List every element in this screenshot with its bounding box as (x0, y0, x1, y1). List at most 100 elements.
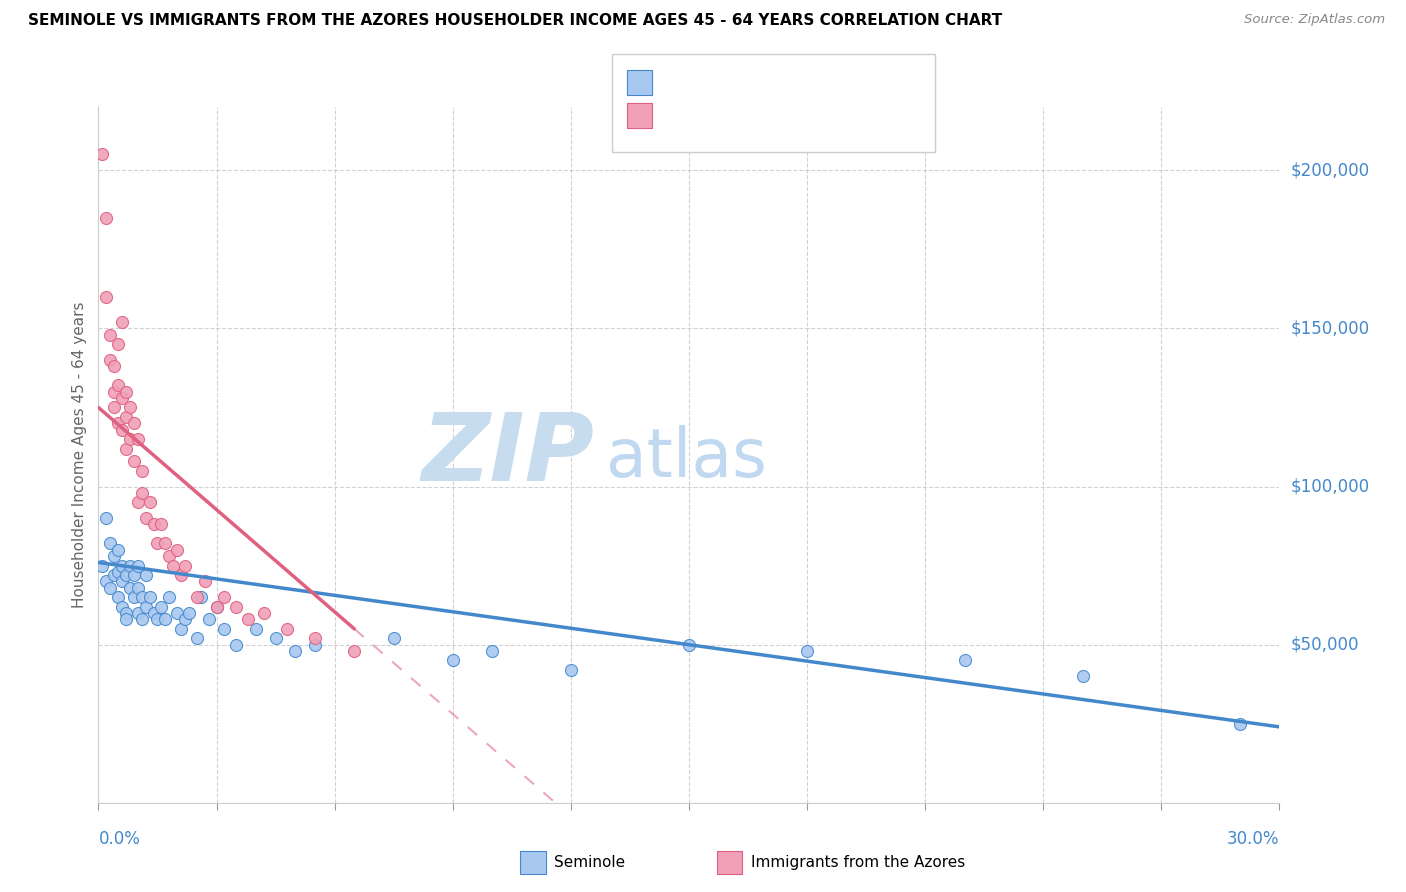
Text: $150,000: $150,000 (1291, 319, 1369, 337)
Point (115, 409, 138, 424)
Text: ZIP: ZIP (422, 409, 595, 501)
Point (107, 417, 129, 431)
Point (103, 549, 125, 563)
Point (111, 423, 134, 437)
Point (96, 211, 118, 225)
Point (138, 495, 160, 509)
Point (214, 622, 236, 636)
Point (107, 378, 129, 392)
Point (170, 568, 193, 582)
Point (118, 401, 141, 415)
Point (186, 591, 208, 605)
Point (1071, 669, 1094, 683)
Point (115, 568, 138, 582)
Point (131, 591, 153, 605)
Point (264, 632, 287, 646)
Point (131, 486, 153, 500)
Point (560, 663, 582, 677)
Point (103, 568, 125, 582)
Point (953, 653, 976, 667)
Point (118, 581, 141, 595)
Point (111, 558, 134, 573)
Point (107, 542, 129, 557)
Point (174, 558, 197, 573)
Point (245, 622, 267, 636)
Point (115, 442, 138, 456)
Point (115, 612, 138, 626)
Text: 0.0%: 0.0% (98, 830, 141, 847)
Point (146, 612, 169, 626)
Point (122, 417, 145, 431)
Text: 30.0%: 30.0% (1227, 830, 1279, 847)
Point (142, 517, 165, 532)
Text: R = -0.418   N = 46: R = -0.418 N = 46 (664, 109, 814, 123)
Point (157, 549, 180, 563)
Point (174, 612, 197, 626)
Text: Source: ZipAtlas.com: Source: ZipAtlas.com (1244, 13, 1385, 27)
Text: Immigrants from the Azores: Immigrants from the Azores (751, 855, 965, 870)
Point (796, 644, 818, 658)
Point (225, 599, 247, 614)
Point (197, 612, 219, 626)
Point (276, 622, 298, 636)
Text: Seminole: Seminole (554, 855, 626, 870)
Point (122, 591, 145, 605)
Point (166, 542, 188, 557)
Text: atlas: atlas (606, 425, 768, 491)
Point (155, 612, 177, 626)
Point (150, 599, 173, 614)
Point (382, 632, 405, 646)
Point (127, 581, 149, 595)
Point (96, 574, 118, 589)
Point (150, 517, 173, 532)
Point (186, 632, 208, 646)
Point (107, 337, 129, 351)
Point (91, 558, 114, 573)
Point (96, 511, 118, 525)
Point (190, 591, 212, 605)
Point (107, 591, 129, 605)
Point (138, 591, 160, 605)
Text: $50,000: $50,000 (1291, 636, 1360, 654)
Y-axis label: Householder Income Ages 45 - 64 years: Householder Income Ages 45 - 64 years (72, 301, 87, 608)
Text: SEMINOLE VS IMMIGRANTS FROM THE AZORES HOUSEHOLDER INCOME AGES 45 - 64 YEARS COR: SEMINOLE VS IMMIGRANTS FROM THE AZORES H… (28, 13, 1002, 29)
Point (205, 599, 228, 614)
Point (111, 574, 134, 589)
Text: $200,000: $200,000 (1291, 161, 1369, 179)
Point (166, 606, 188, 620)
Point (127, 606, 149, 620)
Point (107, 565, 129, 579)
Point (115, 384, 138, 399)
Point (135, 568, 157, 582)
Point (111, 315, 134, 329)
Point (98, 581, 121, 595)
Point (146, 536, 169, 550)
Point (98, 536, 121, 550)
Point (131, 612, 153, 626)
Point (98, 353, 121, 368)
Text: R = -0.421   N = 56: R = -0.421 N = 56 (664, 76, 814, 90)
Point (135, 511, 157, 525)
Point (441, 653, 464, 667)
Point (103, 359, 125, 374)
Point (304, 632, 326, 646)
Point (103, 384, 125, 399)
Text: $100,000: $100,000 (1291, 477, 1369, 496)
Point (91, 147, 114, 161)
Point (162, 558, 184, 573)
Point (284, 644, 307, 658)
Point (177, 606, 200, 620)
Point (98, 327, 121, 342)
Point (135, 599, 157, 614)
Point (127, 495, 149, 509)
Point (118, 432, 141, 446)
Point (343, 644, 366, 658)
Point (122, 454, 145, 468)
Point (155, 536, 177, 550)
Point (253, 606, 276, 620)
Point (122, 568, 145, 582)
Point (205, 599, 228, 614)
Point (236, 612, 259, 626)
Point (142, 606, 165, 620)
Point (481, 644, 503, 658)
